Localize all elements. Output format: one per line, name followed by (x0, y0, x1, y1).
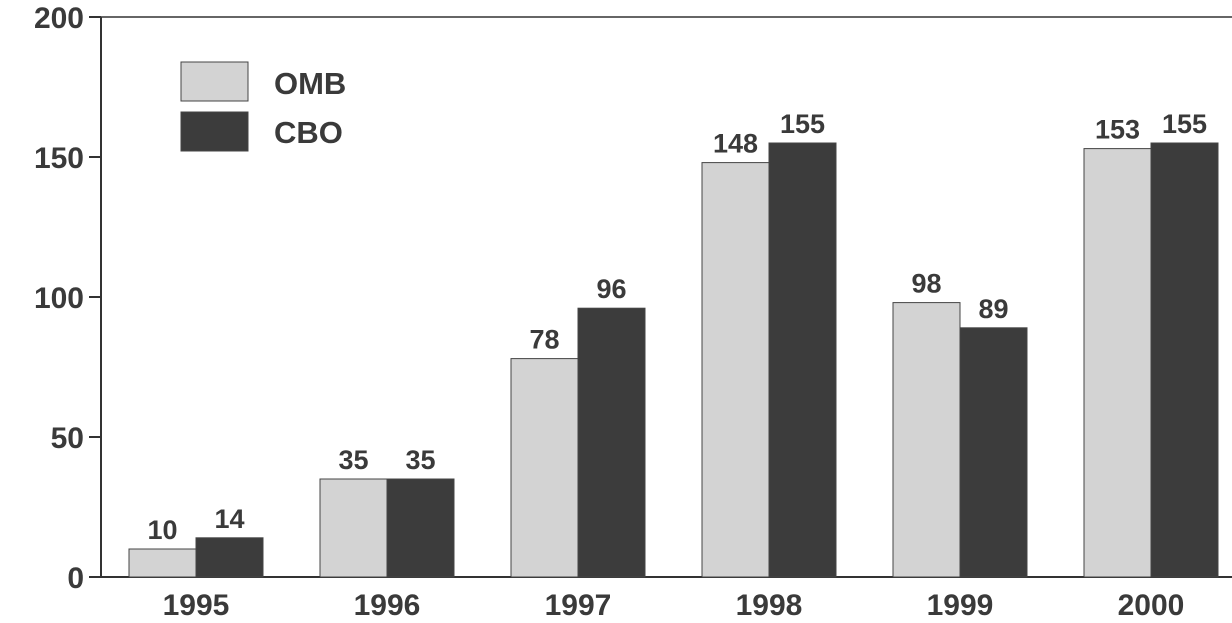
data-label-omb-1995: 10 (147, 515, 177, 545)
bar-omb-1996 (319, 478, 388, 578)
y-tick-label: 150 (34, 142, 84, 175)
bar-omb-1997 (510, 358, 579, 578)
x-tick-label-1997: 1997 (545, 589, 612, 622)
bar-omb-1995 (128, 548, 197, 578)
data-label-omb-2000: 153 (1095, 115, 1140, 145)
bar-cbo-1996 (386, 478, 455, 578)
bars (128, 142, 1219, 578)
legend-label-omb: OMB (274, 66, 346, 101)
legend: OMB CBO (180, 61, 346, 152)
bar-omb-2000 (1083, 148, 1152, 578)
data-label-cbo-1995: 14 (214, 504, 244, 534)
bar-cbo-1998 (768, 142, 837, 578)
data-label-omb-1998: 148 (713, 129, 758, 159)
data-label-cbo-1996: 35 (405, 445, 435, 475)
bar-cbo-1999 (959, 327, 1028, 578)
x-tick-label-1995: 1995 (163, 589, 230, 622)
data-label-omb-1997: 78 (529, 325, 559, 355)
bar-cbo-1995 (195, 537, 264, 578)
axes (100, 16, 1232, 578)
legend-label-cbo: CBO (274, 115, 343, 150)
x-tick-label-1998: 1998 (736, 589, 803, 622)
data-label-cbo-1999: 89 (978, 294, 1008, 324)
legend-swatch-cbo (180, 111, 249, 152)
data-label-omb-1999: 98 (911, 269, 941, 299)
data-label-cbo-1998: 155 (780, 109, 825, 139)
x-tick-label-1999: 1999 (927, 589, 994, 622)
y-tick-label: 200 (34, 2, 84, 35)
y-ticks: 0 50 100 150 200 (34, 2, 101, 595)
data-label-cbo-1997: 96 (596, 274, 626, 304)
data-label-omb-1996: 35 (338, 445, 368, 475)
x-tick-label-1996: 1996 (354, 589, 421, 622)
legend-swatch-omb (180, 61, 249, 102)
bar-omb-1998 (701, 162, 770, 578)
bar-omb-1999 (892, 302, 961, 578)
y-tick-label: 100 (34, 282, 84, 315)
y-tick-label: 50 (51, 422, 84, 455)
x-tick-label-2000: 2000 (1118, 589, 1185, 622)
y-tick-label: 0 (67, 562, 84, 595)
data-label-cbo-2000: 155 (1162, 109, 1207, 139)
bar-cbo-1997 (577, 307, 646, 578)
x-tick-labels: 1995 1996 1997 1998 1999 2000 (163, 589, 1185, 622)
bar-cbo-2000 (1150, 142, 1219, 578)
data-labels: 10 14 35 35 78 96 148 155 98 89 153 155 (147, 109, 1207, 545)
